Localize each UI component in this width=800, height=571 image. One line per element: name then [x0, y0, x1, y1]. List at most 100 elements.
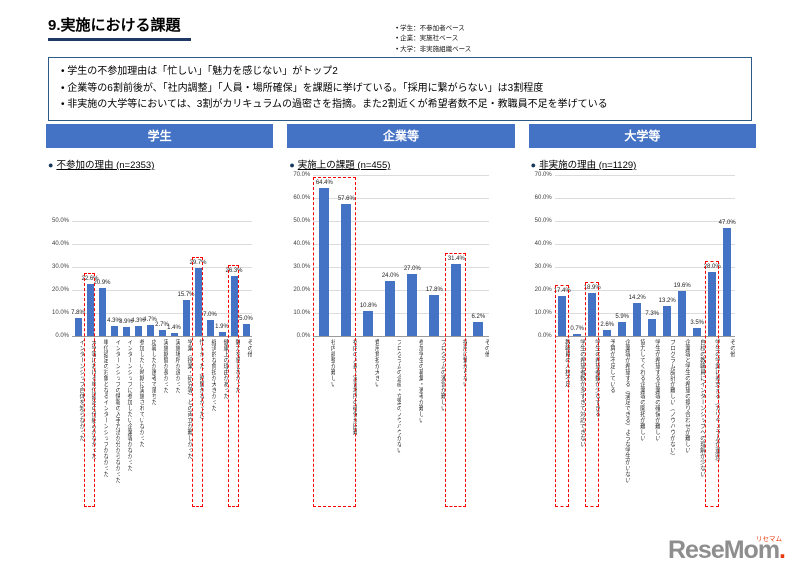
bar — [573, 334, 582, 336]
bar-value-label: 15.7% — [177, 292, 195, 298]
logo-brand-text: ReseMom — [667, 536, 780, 564]
bar — [319, 188, 330, 336]
bar-value-label: 10.8% — [359, 303, 377, 309]
highlight-box — [445, 253, 467, 507]
bar-value-label: 20.9% — [93, 280, 111, 286]
bar-value-label: 13.2% — [658, 298, 676, 304]
bar-value-label: 0.7% — [570, 326, 584, 332]
y-tick-label: 20.0% — [51, 287, 69, 293]
bar-value-label: 17.8% — [425, 287, 443, 293]
highlight-box — [84, 273, 95, 507]
gridline — [313, 198, 490, 199]
bar-value-label: 3.9% — [119, 319, 133, 325]
base-note-universities: • 大学：非実施組織ベース — [396, 45, 472, 53]
highlight-box — [554, 285, 569, 507]
gridline — [72, 267, 252, 268]
bar-value-label: 5.0% — [239, 316, 253, 322]
gridline — [313, 313, 490, 314]
category-label: 忙しかった（時間がなかった） — [198, 339, 204, 423]
bar — [158, 330, 166, 336]
plot-area: 64.4% 社内調整が難しい 57.6% 社内の人員・実習場所の確保が困難 10.8% 費… — [313, 175, 490, 511]
bar-value-label: 7.0% — [203, 312, 217, 318]
bar-value-label: 2.6% — [600, 322, 614, 328]
gridline — [554, 290, 735, 291]
bullet-icon: ● — [530, 160, 537, 170]
bullet-icon: ● — [48, 160, 54, 170]
bar-value-label: 6.2% — [471, 314, 486, 320]
category-label: 社内の人員・実習場所の確保が困難 — [351, 339, 358, 435]
bar-value-label: 18.9% — [583, 285, 601, 291]
chart-companies-header: 企業等 — [287, 124, 515, 148]
category-label: 企業等と学生の希望の擦り合わせが難しい — [683, 339, 690, 453]
y-tick-label: 50.0% — [51, 218, 69, 224]
category-label: 学業（授業・研究等）との両立が難しかった — [186, 339, 192, 459]
gridline — [72, 313, 252, 314]
y-tick-label: 0.0% — [55, 333, 69, 339]
bar — [558, 296, 567, 336]
category-label: 実施期間が長かった — [162, 339, 168, 393]
y-tick-label: 40.0% — [293, 241, 311, 247]
y-tick-label: 0.0% — [537, 333, 552, 339]
bar-value-label: 24.0% — [381, 273, 399, 279]
category-label: プログラム設計が難しい（ノウハウがない） — [668, 339, 675, 459]
bar — [693, 328, 702, 336]
bar-value-label: 57.6% — [337, 196, 355, 202]
gridline — [313, 290, 490, 291]
base-note-students: • 学生：不参加者ベース — [396, 25, 465, 32]
category-label: 社内調整が難しい — [329, 339, 336, 387]
summary-bullet-3: • 非実施の大学等においては、3割がカリキュラムの過密さを指摘。また2割近くが希… — [61, 99, 608, 110]
bar-value-label: 1.9% — [215, 324, 229, 330]
bar-value-label: 4.3% — [107, 318, 121, 324]
category-label: インターンシップに参加したい企業等がなかった — [126, 339, 132, 471]
bar — [633, 303, 642, 336]
charts-row: 学生 ● 不参加の理由 (n=2353) 50.0% 40.0% 30.0% 20.0%… — [46, 124, 756, 511]
logo-ruby-text: リセマム — [756, 536, 782, 543]
gridline — [313, 267, 490, 268]
bar — [194, 268, 202, 336]
bar-value-label: 4.3% — [131, 318, 145, 324]
summary-box: • 学生の不参加理由は「忙しい」「魅力を感じない」がトップ2 • 企業等の6割前… — [48, 57, 752, 121]
category-label: 単位認定の対象となるインターンシップがなかった — [102, 339, 108, 477]
category-label: その他 — [246, 339, 252, 357]
category-label: 魅力を感じなかった — [234, 339, 240, 393]
summary-bullet-2: • 企業等の6割前後が、「社内調整」「人員・場所確保」を課題に挙げている。「採用… — [61, 82, 544, 94]
y-tick-label: 0.0% — [296, 333, 311, 339]
bar — [86, 284, 94, 336]
bullet-icon: ● — [289, 160, 295, 170]
gridline — [554, 198, 735, 199]
bar — [110, 326, 118, 336]
bar-value-label: 14.2% — [628, 295, 646, 301]
gridline — [72, 244, 252, 245]
bar — [182, 300, 190, 336]
category-label: 協力してくれる企業等の開拓が難しい — [638, 339, 645, 441]
category-label: 経済的な負担が大きかった — [210, 339, 216, 411]
bar-value-label: 7.3% — [645, 311, 659, 317]
bar — [74, 318, 82, 336]
bar-value-label: 22.6% — [81, 276, 99, 282]
category-label: 学生が希望する企業等の確保が難しい — [653, 339, 660, 441]
chart-students-subtitle: ● 不参加の理由 (n=2353) — [48, 157, 273, 171]
category-label: 実施場所が遠かった — [174, 339, 180, 393]
category-label: その他 — [728, 339, 735, 357]
bar — [218, 332, 226, 336]
y-tick-label: 10.0% — [51, 310, 69, 316]
chart-students-plot: 50.0% 40.0% 30.0% 20.0% 10.0% 0.0% 7.8% インターンシッ… — [46, 175, 273, 511]
category-label: 予算が不足している — [608, 339, 615, 393]
bar-value-label: 7.8% — [71, 310, 85, 316]
y-tick-label: 70.0% — [293, 172, 311, 178]
highlight-box — [192, 257, 203, 507]
chart-students-subtitle-text: 不参加の理由 (n=2353) — [56, 160, 155, 171]
highlight-box — [584, 282, 599, 507]
x-axis-line — [313, 336, 490, 337]
chart-students-header: 学生 — [46, 124, 274, 148]
y-axis: 70.0% 60.0% 50.0% 40.0% 30.0% 20.0% 10.0% 0.0% — [529, 172, 555, 511]
bar — [618, 322, 627, 336]
category-label: プログラムの企画・立案のノウハウがない — [395, 339, 402, 453]
highlight-box — [704, 261, 719, 507]
chart-companies-subtitle: ● 実施上の課題 (n=455) — [289, 157, 514, 171]
resemom-logo: リセマム ReseMom. — [668, 536, 786, 565]
chart-companies: 企業等 ● 実施上の課題 (n=455) 70.0% 60.0% 50.0% 40.0%… — [287, 124, 515, 511]
plot-area: 17.4% 教職員の人材不足 0.7% 学生の希望者数が多すぎて対応できない 18.9%… — [554, 175, 736, 511]
category-label: 費用負担が大きい — [373, 339, 380, 387]
